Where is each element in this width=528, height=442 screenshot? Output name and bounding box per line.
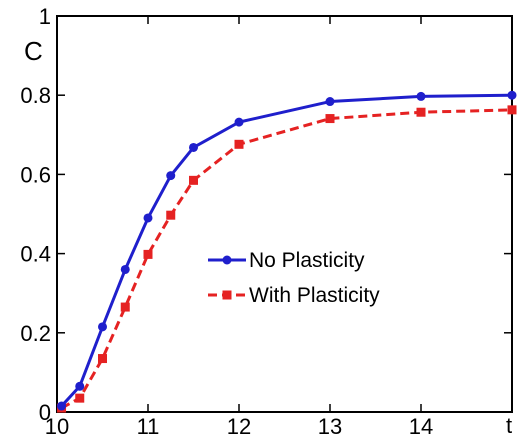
data-point-no-plasticity xyxy=(75,381,85,391)
x-axis-title: t xyxy=(506,413,512,438)
x-tick-label: 11 xyxy=(137,414,160,439)
y-tick-label: 0.4 xyxy=(20,242,51,267)
data-point-with-plasticity xyxy=(98,354,107,364)
data-point-no-plasticity xyxy=(143,213,153,223)
y-tick-label: 1 xyxy=(39,4,51,29)
data-point-with-plasticity xyxy=(325,114,335,124)
data-point-with-plasticity xyxy=(75,393,85,403)
x-tick-label: 13 xyxy=(318,414,342,439)
axis-ticks xyxy=(56,15,512,413)
data-point-no-plasticity xyxy=(166,171,176,181)
series-layer xyxy=(57,90,517,413)
x-tick-label: 10 xyxy=(45,414,69,439)
data-point-no-plasticity xyxy=(57,401,67,411)
y-tick-label: 0.6 xyxy=(20,162,51,187)
data-point-no-plasticity xyxy=(98,322,107,332)
data-point-with-plasticity xyxy=(166,210,176,220)
data-point-with-plasticity xyxy=(416,107,426,117)
data-point-no-plasticity xyxy=(234,117,244,127)
data-point-with-plasticity xyxy=(507,105,517,115)
y-tick-label: 0.8 xyxy=(20,83,51,108)
data-point-with-plasticity xyxy=(234,139,244,149)
data-point-no-plasticity xyxy=(416,91,426,101)
series-no-plasticity xyxy=(57,90,517,411)
plot-frame xyxy=(56,15,513,413)
y-axis-title: C xyxy=(24,36,43,66)
y-tick-label: 0 xyxy=(39,400,51,425)
axis-tick-labels: 0 0.2 0.4 0.6 0.8 1 10 11 12 13 14 xyxy=(20,4,433,439)
legend-marker-no-plasticity xyxy=(222,255,232,265)
data-point-no-plasticity xyxy=(120,264,130,274)
data-point-with-plasticity xyxy=(143,249,153,259)
data-point-no-plasticity xyxy=(189,142,198,152)
data-point-with-plasticity xyxy=(120,302,130,312)
data-point-no-plasticity xyxy=(507,90,517,100)
x-tick-label: 14 xyxy=(409,414,433,439)
legend: No Plasticity With Plasticity xyxy=(208,249,380,307)
x-tick-label: 12 xyxy=(227,414,251,439)
y-tick-label: 0.2 xyxy=(20,321,51,346)
data-point-with-plasticity xyxy=(189,175,198,185)
legend-marker-with-plasticity xyxy=(222,290,232,300)
legend-label-no-plasticity: No Plasticity xyxy=(249,249,365,272)
legend-label-with-plasticity: With Plasticity xyxy=(249,284,380,307)
data-point-no-plasticity xyxy=(325,97,335,107)
